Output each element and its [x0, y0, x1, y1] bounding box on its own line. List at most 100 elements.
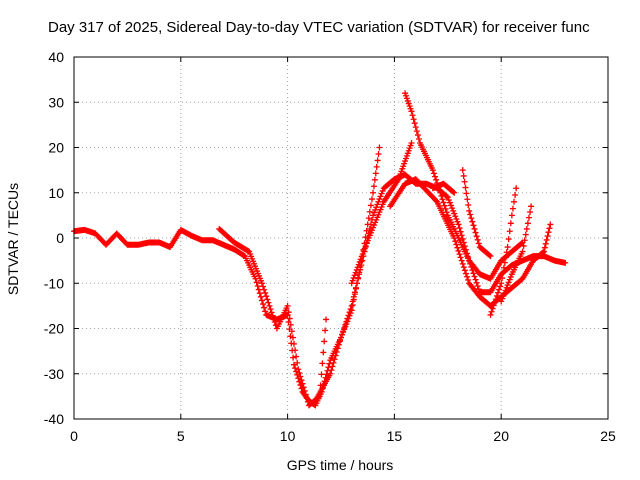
data-point	[455, 247, 462, 254]
data-point	[362, 234, 369, 241]
data-point	[370, 212, 377, 219]
data-point	[545, 229, 552, 236]
data-point	[539, 249, 546, 256]
data-point	[499, 295, 506, 302]
data-point	[505, 236, 512, 243]
data-point	[408, 108, 415, 115]
data-point	[268, 309, 275, 316]
data-point	[547, 221, 554, 228]
data-point	[333, 349, 340, 356]
data-point	[513, 185, 520, 192]
data-point	[503, 249, 510, 256]
data-point	[291, 340, 298, 347]
data-point	[321, 338, 328, 345]
data-point	[474, 282, 481, 289]
data-point	[445, 196, 452, 203]
data-point	[255, 286, 262, 293]
data-point	[350, 274, 357, 281]
data-point	[454, 244, 461, 251]
data-point	[265, 299, 272, 306]
data-point	[376, 144, 383, 151]
data-point	[541, 244, 548, 251]
data-point	[528, 203, 535, 210]
data-point	[354, 264, 361, 271]
data-point	[264, 296, 271, 303]
data-point	[323, 316, 330, 323]
data-point	[297, 373, 304, 380]
data-point	[294, 359, 301, 366]
data-point	[362, 242, 369, 249]
y-tick-label: 10	[48, 185, 64, 201]
data-point	[504, 282, 511, 289]
data-point	[456, 225, 463, 232]
data-point	[266, 302, 273, 309]
data-point	[450, 207, 457, 214]
data-point	[327, 370, 334, 377]
data-point	[336, 338, 343, 345]
data-point	[319, 360, 326, 367]
data-point	[356, 258, 363, 265]
data-point	[263, 293, 270, 300]
data-point	[466, 207, 473, 214]
data-point	[253, 279, 260, 286]
series-track	[71, 171, 569, 409]
x-tick-label: 10	[280, 428, 296, 444]
data-point	[375, 150, 382, 157]
data-point	[372, 206, 379, 213]
data-point	[519, 248, 526, 255]
data-point	[353, 266, 360, 273]
data-point	[261, 286, 268, 293]
data-point	[371, 176, 378, 183]
data-point	[370, 189, 377, 196]
data-point	[290, 354, 297, 361]
data-point	[364, 221, 371, 228]
data-point	[496, 286, 503, 293]
series-track	[387, 176, 554, 309]
data-point	[348, 280, 355, 287]
data-point	[475, 240, 482, 247]
data-point	[471, 273, 478, 280]
data-point	[461, 178, 468, 185]
data-point	[459, 235, 466, 242]
series-track	[487, 185, 520, 318]
data-point	[300, 384, 307, 391]
data-point	[331, 356, 338, 363]
data-point	[286, 315, 293, 322]
data-point	[524, 220, 531, 227]
data-point	[414, 132, 421, 139]
y-tick-label: 30	[48, 94, 64, 110]
data-point	[431, 173, 438, 180]
data-point	[433, 197, 440, 204]
data-point	[468, 215, 475, 222]
data-point	[512, 192, 519, 199]
x-tick-label: 20	[493, 428, 509, 444]
data-point	[412, 124, 419, 131]
data-point	[292, 347, 299, 354]
data-point	[326, 360, 333, 367]
axis-ticks: 0 5 10 15 20 25 -40 -30 -20 -10 0 10 20 30 40	[44, 49, 616, 444]
data-point	[335, 341, 342, 348]
data-point	[373, 163, 380, 170]
data-point	[334, 345, 341, 352]
data-point	[461, 267, 468, 274]
data-point	[540, 248, 547, 255]
data-point	[350, 296, 357, 303]
x-axis-label: GPS time / hours	[287, 457, 394, 473]
data-point	[366, 208, 373, 215]
data-point	[349, 277, 356, 284]
data-point	[298, 377, 305, 384]
data-point	[344, 318, 351, 325]
data-point	[562, 259, 569, 266]
y-axis-label: SDTVAR / TECUs	[5, 183, 21, 295]
data-point	[260, 301, 267, 308]
data-point	[256, 290, 263, 297]
data-point	[500, 292, 507, 299]
data-point	[373, 204, 380, 211]
data-point	[473, 233, 480, 240]
data-point	[301, 387, 308, 394]
x-tick-label: 5	[177, 428, 185, 444]
data-point	[364, 237, 371, 244]
y-tick-label: -20	[44, 321, 64, 337]
data-point	[365, 215, 372, 222]
data-point	[338, 334, 344, 341]
